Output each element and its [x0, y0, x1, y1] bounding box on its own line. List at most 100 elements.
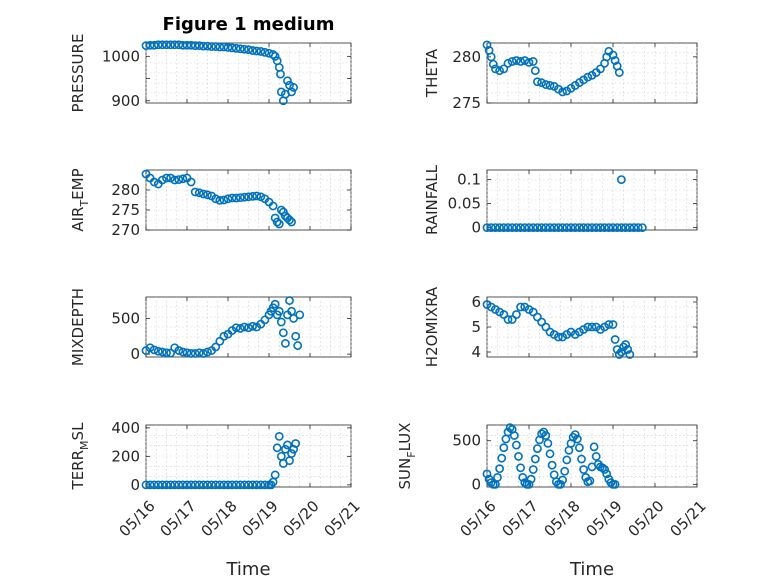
data-point	[585, 476, 595, 486]
y-axis-label: THETA	[423, 48, 441, 98]
data-point	[178, 480, 188, 490]
data-point	[274, 306, 284, 316]
data-point	[270, 51, 280, 61]
data-point	[235, 44, 245, 54]
data-point	[493, 472, 502, 482]
data-point	[526, 474, 536, 484]
data-point	[537, 429, 546, 439]
data-point	[600, 465, 609, 474]
y-tick-label: 280	[111, 181, 140, 199]
data-point	[486, 223, 496, 232]
data-point	[560, 466, 570, 476]
data-point	[239, 192, 249, 202]
data-point	[612, 223, 622, 232]
data-point	[482, 223, 492, 232]
data-point	[610, 56, 620, 65]
data-point	[507, 223, 517, 232]
data-point	[149, 480, 159, 490]
data-point	[252, 191, 262, 201]
x-tick-label: 05/17	[498, 497, 541, 540]
x-tick-label: 05/19	[582, 497, 625, 540]
data-point	[623, 345, 633, 354]
data-point	[524, 479, 534, 489]
data-point	[512, 56, 521, 65]
data-point	[231, 480, 241, 490]
y-tick-label: 500	[452, 432, 481, 450]
data-point	[256, 192, 266, 202]
data-point	[490, 223, 500, 232]
y-tick-label: 900	[111, 92, 140, 110]
data-point	[589, 442, 599, 452]
data-point	[608, 223, 618, 232]
data-point	[244, 323, 253, 333]
data-point	[533, 312, 542, 322]
data-point	[190, 480, 200, 490]
data-point	[524, 223, 534, 232]
data-point	[215, 195, 225, 205]
y-tick-label: 400	[111, 419, 140, 437]
y-tick-label: 0.1	[457, 171, 481, 189]
data-point	[285, 296, 294, 305]
data-point	[274, 432, 284, 441]
subplot-h2omixra: 4 5 6 H2OMIXRA	[423, 286, 698, 367]
data-point	[231, 323, 241, 333]
y-axis-label: PRESSURE	[69, 34, 87, 113]
data-point	[579, 465, 588, 474]
data-point	[596, 223, 605, 232]
data-point	[170, 40, 180, 50]
data-point	[162, 348, 171, 358]
data-point	[170, 480, 180, 490]
data-point	[149, 345, 159, 355]
data-point	[596, 64, 605, 74]
data-point	[145, 480, 155, 490]
data-point	[272, 443, 282, 453]
data-point	[530, 66, 540, 76]
data-point	[260, 480, 270, 490]
data-point	[194, 480, 204, 490]
data-point	[570, 430, 580, 440]
data-point	[558, 475, 567, 485]
data-point	[295, 310, 305, 320]
data-point	[178, 40, 188, 50]
data-point	[505, 423, 515, 433]
data-point	[541, 80, 551, 89]
data-point	[482, 469, 492, 479]
data-point	[291, 439, 301, 448]
data-point	[149, 40, 159, 50]
x-tick-label: 05/18	[540, 497, 583, 540]
data-point	[287, 217, 296, 227]
y-tick-label: 1000	[102, 47, 140, 65]
data-point	[533, 77, 542, 87]
data-point	[512, 223, 521, 232]
data-point	[280, 339, 290, 348]
data-point	[614, 68, 624, 77]
data-point	[545, 81, 555, 90]
data-point	[486, 478, 496, 488]
data-point	[547, 460, 557, 470]
data-point	[499, 223, 509, 232]
data-point	[203, 41, 212, 51]
data-point	[583, 223, 593, 232]
data-point	[223, 480, 233, 490]
data-point	[276, 317, 286, 327]
data-point	[198, 189, 208, 199]
data-point	[541, 322, 551, 332]
data-point	[219, 42, 229, 52]
data-point	[512, 310, 521, 319]
data-point	[530, 454, 540, 464]
subplot-rainfall: 0 0.05 0.1 RAINFALL	[423, 164, 698, 237]
data-point	[157, 347, 167, 357]
data-point	[289, 444, 298, 454]
data-point	[528, 223, 538, 232]
data-point	[497, 453, 507, 463]
x-tick-label: 05/20	[279, 497, 322, 540]
data-point	[186, 177, 196, 187]
data-point	[575, 443, 584, 453]
data-point	[190, 41, 200, 51]
data-point	[577, 454, 586, 464]
y-tick-label: 5	[471, 318, 481, 336]
y-tick-label: 0.05	[448, 195, 481, 213]
data-point	[556, 479, 565, 489]
data-point	[227, 480, 237, 490]
